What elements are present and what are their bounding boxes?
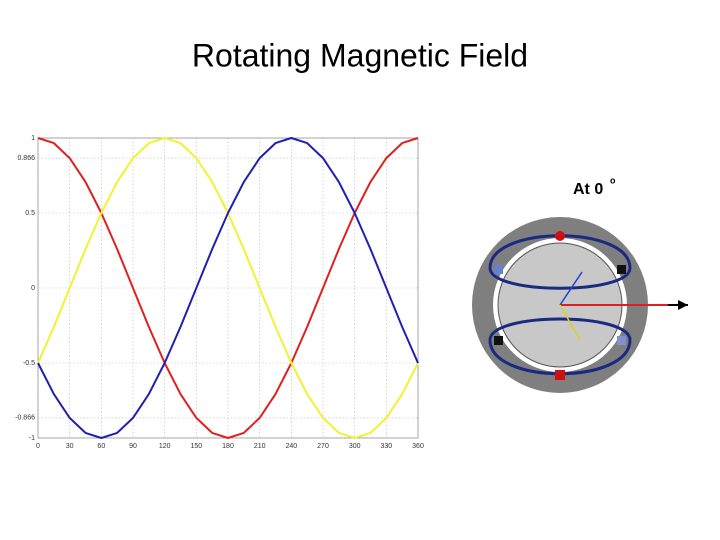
coil: [494, 336, 503, 345]
plot: -1 -0.866 -0.5 0 0.5 0.866 1 0 30 60 90 120 150 180 21…: [15, 135, 424, 450]
slide-title: Rotating Magnetic Field: [192, 37, 528, 73]
y-tick-label: -1: [29, 435, 35, 442]
y-tick-label: 1: [31, 135, 35, 142]
flux-loop: [488, 317, 632, 376]
x-tick-label: 150: [190, 443, 202, 450]
x-tick-label: 90: [129, 443, 137, 450]
diagram-label: At 0: [573, 181, 603, 198]
coil: [617, 265, 626, 274]
y-tick-label: 0.5: [25, 210, 35, 217]
motor-diagram: At 0 o: [472, 175, 688, 393]
y-tick-label: 0.866: [17, 155, 35, 162]
coil: [494, 265, 503, 274]
flux-loop: [488, 234, 632, 290]
coil-cross: [555, 370, 565, 380]
x-tick-label: 240: [285, 443, 297, 450]
y-tick-label: -0.866: [15, 415, 35, 422]
series-line: [37, 137, 419, 439]
arrow-head: [678, 300, 688, 310]
coil-dot: [555, 231, 565, 241]
blue-phase-arrow: [559, 271, 583, 306]
x-tick-label: 120: [159, 443, 171, 450]
coil: [617, 336, 626, 345]
x-tick-label: 360: [412, 443, 424, 450]
yellow-phase-arrow: [559, 304, 581, 341]
x-tick-label: 30: [66, 443, 74, 450]
y-tick-label: -0.5: [23, 360, 35, 367]
x-tick-label: 180: [222, 443, 234, 450]
x-tick-label: 0: [36, 443, 40, 450]
degree-mark: o: [610, 175, 616, 185]
x-tick-label: 210: [254, 443, 266, 450]
x-tick-label: 330: [380, 443, 392, 450]
x-tick-label: 300: [349, 443, 361, 450]
y-tick-label: 0: [31, 285, 35, 292]
x-tick-label: 60: [97, 443, 105, 450]
x-tick-label: 270: [317, 443, 329, 450]
